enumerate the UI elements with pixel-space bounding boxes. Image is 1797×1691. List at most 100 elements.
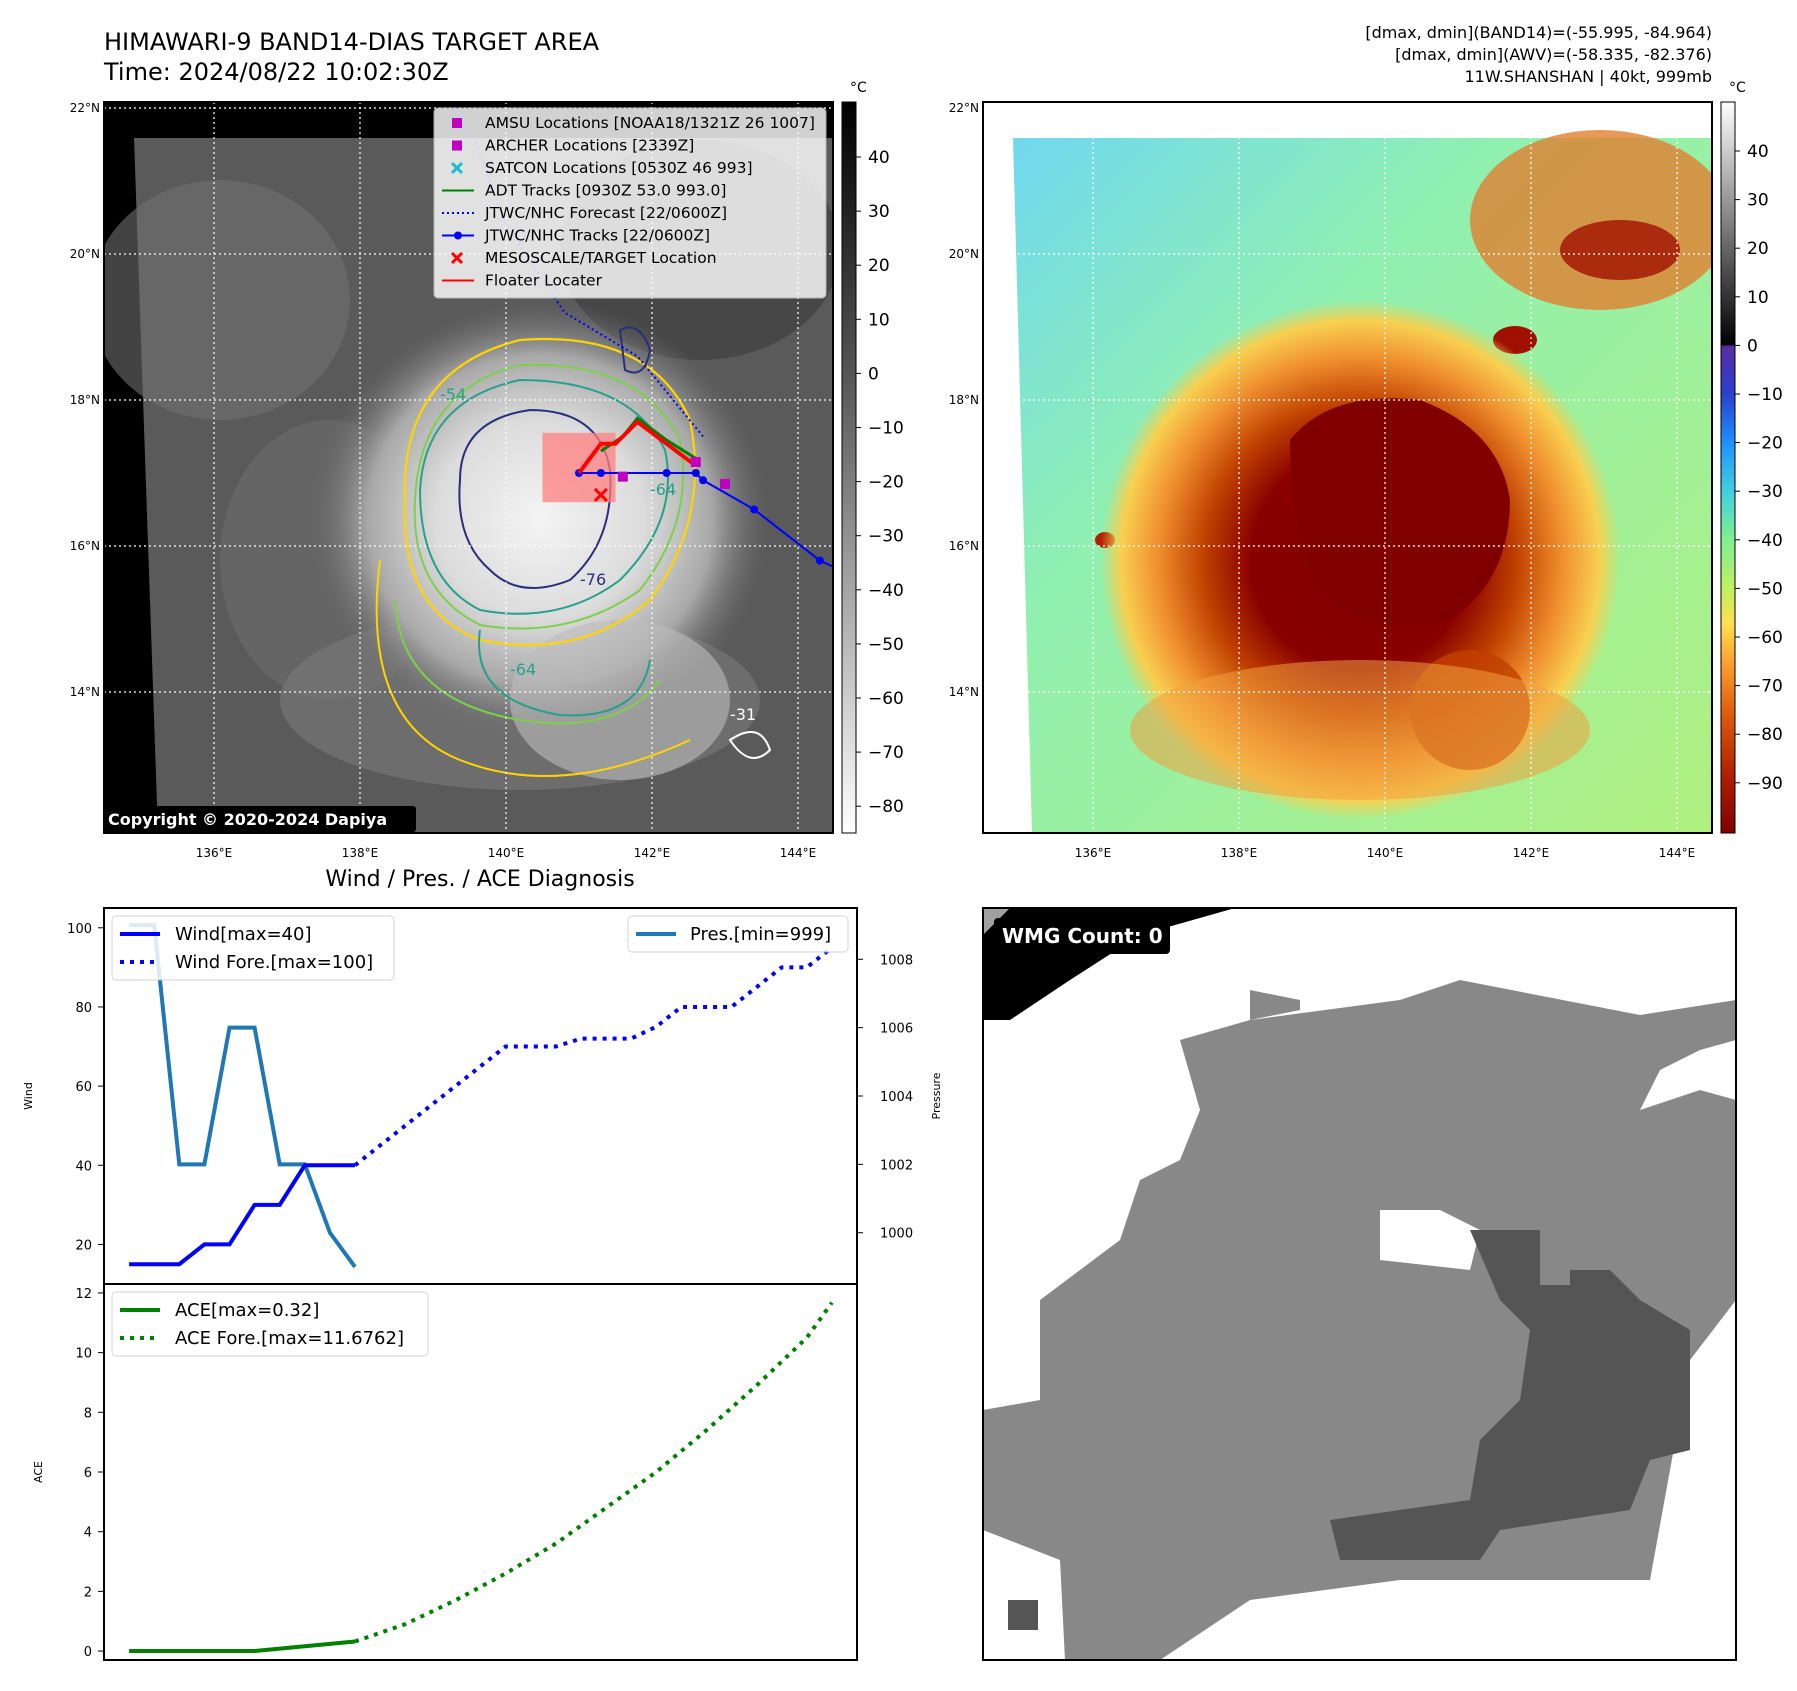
colorbar-tick-label: −30: [1747, 482, 1783, 502]
pressure-series: [129, 923, 357, 1269]
ir-colorbar-unit: °C: [850, 80, 867, 96]
colorbar-tick-label: −50: [868, 635, 904, 655]
awv-map-panel: 136°E 138°E 140°E 142°E 144°E 22°N 20°N 18°N 16°…: [949, 80, 1783, 860]
lon-tick-label: 140°E: [488, 846, 525, 860]
colorbar-tick-label: 20: [868, 256, 890, 276]
contour-label-4: -64: [510, 660, 536, 679]
colorbar-tick-label: −70: [1747, 677, 1783, 697]
lon-tick-label: 140°E: [1367, 846, 1404, 860]
awv-colorbar-top: [1720, 101, 1736, 346]
colorbar-tick-label: −80: [1747, 725, 1783, 745]
ace-tick-label: 8: [84, 1406, 92, 1421]
lat-tick-label: 22°N: [70, 101, 100, 115]
ir-legend-label: ARCHER Locations [2339Z]: [485, 137, 694, 155]
wind-legend: Wind[max=40] Wind Fore.[max=100]: [111, 915, 395, 981]
pressure-tick-label: 1008: [880, 953, 913, 968]
info-band14: [dmax, dmin](BAND14)=(-55.995, -84.964): [1365, 23, 1712, 42]
ace-legend-label: ACE[max=0.32]: [175, 1300, 319, 1321]
lon-tick-label: 136°E: [196, 846, 233, 860]
ir-legend-entry: Floater Locater: [442, 272, 603, 290]
colorbar-tick-label: 0: [1747, 336, 1758, 356]
jtwc-track-point: [596, 469, 605, 477]
target-marker: [593, 487, 608, 502]
ace-axis-ticks: 12 10 8 6 4 2 0: [75, 1287, 104, 1660]
wmg-count-label: WMG Count: 0: [1002, 924, 1163, 948]
awv-axis-ticks: 136°E 138°E 140°E 142°E 144°E 22°N 20°N 18°N 16°…: [949, 101, 1696, 860]
contour-green: [413, 363, 685, 630]
figure-title: HIMAWARI-9 BAND14-DIAS TARGET AREA: [104, 28, 600, 56]
ace-tick-label: 4: [84, 1526, 92, 1541]
amsu-point: [690, 457, 701, 468]
ace-tick-label: 0: [84, 1645, 92, 1660]
colorbar-tick-label: −30: [868, 527, 904, 547]
wind-ylabel: Wind: [22, 1082, 35, 1110]
contour-label-2: -64: [650, 480, 676, 499]
ace-tick-label: 10: [75, 1347, 92, 1362]
awv-colorbar-bottom: [1720, 344, 1736, 834]
jtwc-track-point: [699, 476, 708, 485]
wind-series: [129, 1163, 355, 1267]
wmg-frame: [982, 907, 1737, 1661]
lat-tick-label: 16°N: [949, 539, 979, 553]
lat-tick-label: 18°N: [949, 393, 979, 407]
colorbar-tick-label: −90: [1747, 774, 1783, 794]
ir-map-panel: -54 -64 -76 -64 -31 AMSU Locations [NOAA…: [70, 80, 948, 860]
diag-title: Wind / Pres. / ACE Diagnosis: [325, 867, 634, 892]
jtwc-track-point: [691, 469, 700, 477]
lat-tick-label: 20°N: [70, 247, 100, 261]
wind-forecast-series: [353, 946, 834, 1167]
pressure-legend: Pres.[min=999]: [627, 915, 849, 953]
ir-legend-entry: AMSU Locations [NOAA18/1321Z 26 1007]: [452, 114, 815, 132]
lon-tick-label: 144°E: [780, 846, 817, 860]
colorbar-tick-label: −20: [1747, 434, 1783, 454]
lon-tick-label: 144°E: [1659, 846, 1696, 860]
copyright-label: Copyright © 2020-2024 Dapiya: [108, 810, 387, 829]
lat-tick-label: 16°N: [70, 539, 100, 553]
ir-legend-label: MESOSCALE/TARGET Location: [485, 249, 717, 267]
ir-legend-label: SATCON Locations [0530Z 46 993]: [485, 159, 753, 177]
amsu-points: [617, 457, 730, 489]
ace-chart: ACE 12 10 8 6 4 2 0 ACE[max=0.32] ACE Fore.[ma…: [32, 1283, 858, 1661]
wind-tick-label: 60: [75, 1080, 92, 1095]
wind-tick-label: 100: [67, 922, 92, 937]
ir-colorbar: [841, 101, 857, 834]
colorbar-tick-label: 20: [1747, 239, 1769, 259]
ir-legend-label: Floater Locater: [485, 272, 603, 290]
colorbar-tick-label: −10: [1747, 385, 1783, 405]
colorbar-tick-label: −10: [868, 419, 904, 439]
awv-map-frame: [982, 101, 1713, 834]
contour-label-5: -31: [730, 705, 756, 724]
ir-legend-label: ADT Tracks [0930Z 53.0 993.0]: [485, 182, 726, 200]
jtwc-track-point: [815, 556, 824, 565]
pressure-legend-label: Pres.[min=999]: [690, 924, 831, 945]
lon-tick-label: 142°E: [634, 846, 671, 860]
lat-tick-label: 14°N: [70, 685, 100, 699]
jtwc-track-point: [940, 571, 948, 579]
colorbar-tick-label: 10: [868, 310, 890, 330]
colorbar-tick-label: −80: [868, 797, 904, 817]
wind-forecast-legend-label: Wind Fore.[max=100]: [175, 952, 373, 973]
colorbar-tick-label: 40: [1747, 142, 1769, 162]
info-storm: 11W.SHANSHAN | 40kt, 999mb: [1464, 67, 1712, 86]
pressure-axis-ticks: 1008 1006 1004 1002 1000: [857, 953, 913, 1242]
pressure-tick-label: 1004: [880, 1090, 913, 1105]
ir-legend-entry: ADT Tracks [0930Z 53.0 993.0]: [442, 182, 726, 200]
lon-tick-label: 142°E: [1513, 846, 1550, 860]
ace-legend: ACE[max=0.32] ACE Fore.[max=11.6762]: [111, 1291, 429, 1357]
floater-locater-track: [577, 419, 697, 475]
contour-label-1: -54: [440, 385, 466, 404]
wmg-panel: WMG Count: 0: [982, 907, 1737, 1661]
lon-tick-label: 138°E: [342, 846, 379, 860]
jtwc-track-points: [575, 469, 948, 579]
wind-tick-label: 80: [75, 1001, 92, 1016]
contour-yellow: [403, 338, 697, 646]
pressure-tick-label: 1002: [880, 1158, 913, 1173]
ir-axis-ticks: 136°E 138°E 140°E 142°E 144°E 22°N 20°N 18°N 16°…: [70, 101, 817, 860]
colorbar-tick-label: −40: [1747, 531, 1783, 551]
figure-time: Time: 2024/08/22 10:02:30Z: [103, 58, 449, 86]
ir-legend-entry: JTWC/NHC Tracks [22/0600Z]: [442, 227, 710, 245]
colorbar-tick-label: −40: [868, 581, 904, 601]
pressure-tick-label: 1006: [880, 1022, 913, 1037]
